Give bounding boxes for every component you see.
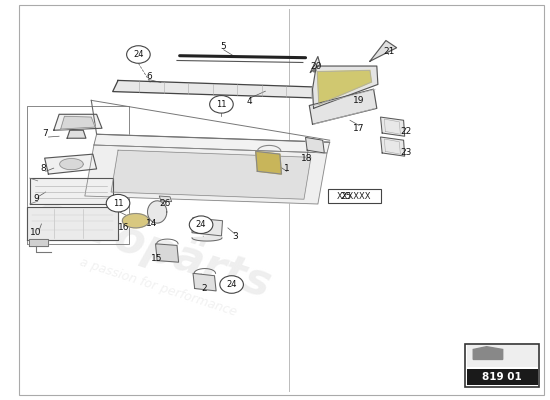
Polygon shape	[193, 273, 216, 291]
Circle shape	[126, 46, 150, 63]
Polygon shape	[306, 138, 324, 153]
FancyBboxPatch shape	[467, 345, 537, 368]
Polygon shape	[111, 150, 311, 199]
Polygon shape	[123, 214, 149, 228]
Polygon shape	[156, 244, 179, 262]
Text: 9: 9	[33, 194, 39, 203]
Polygon shape	[94, 134, 329, 153]
Polygon shape	[160, 196, 172, 202]
Polygon shape	[473, 347, 503, 360]
Text: 26: 26	[159, 200, 170, 208]
Text: 24: 24	[196, 220, 206, 229]
Polygon shape	[310, 56, 320, 72]
FancyBboxPatch shape	[465, 344, 539, 386]
Text: 1: 1	[284, 164, 290, 174]
Polygon shape	[60, 116, 95, 129]
Text: 25: 25	[340, 192, 351, 200]
Text: 11: 11	[216, 100, 227, 109]
Text: 5: 5	[221, 42, 227, 52]
Polygon shape	[60, 158, 83, 170]
Text: a passion for performance: a passion for performance	[78, 256, 238, 319]
Polygon shape	[381, 117, 405, 136]
Polygon shape	[67, 130, 86, 138]
Text: 17: 17	[353, 124, 365, 133]
Text: 4: 4	[246, 97, 252, 106]
Text: 19: 19	[353, 96, 365, 105]
Text: 7: 7	[42, 128, 47, 138]
FancyBboxPatch shape	[467, 369, 537, 385]
Text: 14: 14	[146, 220, 157, 228]
Polygon shape	[370, 40, 397, 61]
Polygon shape	[317, 70, 371, 104]
Polygon shape	[309, 89, 377, 124]
Circle shape	[189, 216, 213, 234]
Polygon shape	[192, 218, 223, 236]
Text: 8: 8	[40, 164, 46, 174]
Text: 18: 18	[301, 154, 313, 163]
Text: 819 01: 819 01	[482, 372, 522, 382]
Text: 3: 3	[232, 232, 238, 241]
FancyBboxPatch shape	[327, 189, 381, 203]
Text: 23: 23	[400, 148, 411, 158]
Text: 11: 11	[113, 199, 123, 208]
Text: 2: 2	[201, 284, 207, 293]
Text: XXXXXX: XXXXXX	[337, 192, 371, 200]
Polygon shape	[312, 66, 378, 108]
Polygon shape	[27, 207, 118, 240]
Polygon shape	[85, 145, 327, 204]
Text: europärts: europärts	[29, 189, 277, 306]
Text: 10: 10	[30, 228, 42, 237]
Text: 24: 24	[227, 280, 237, 289]
Text: 20: 20	[311, 62, 322, 71]
Text: 24: 24	[133, 50, 144, 59]
Circle shape	[210, 96, 233, 113]
Text: 16: 16	[118, 224, 129, 232]
Polygon shape	[45, 154, 97, 174]
Polygon shape	[381, 137, 405, 156]
Polygon shape	[29, 240, 48, 246]
Polygon shape	[147, 201, 167, 223]
Polygon shape	[30, 178, 113, 204]
Text: 15: 15	[151, 254, 163, 264]
Circle shape	[220, 276, 244, 293]
Circle shape	[106, 194, 130, 212]
Polygon shape	[192, 233, 223, 241]
Text: 22: 22	[400, 127, 411, 136]
Text: 6: 6	[146, 72, 152, 81]
Text: 21: 21	[383, 47, 394, 56]
Polygon shape	[54, 114, 102, 130]
Polygon shape	[113, 80, 332, 98]
Polygon shape	[256, 151, 282, 174]
